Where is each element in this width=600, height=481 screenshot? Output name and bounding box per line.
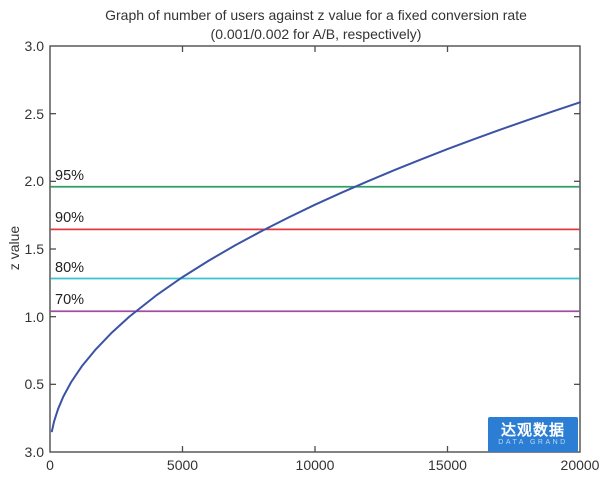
watermark-title: 达观数据 [500, 421, 565, 439]
chart-title: Graph of number of users against z value… [105, 7, 527, 23]
x-tick-label: 15000 [428, 457, 467, 473]
reference-label-80: 80% [55, 259, 85, 276]
x-tick-label: 10000 [295, 457, 335, 473]
reference-label-95: 95% [55, 167, 85, 184]
y-tick-label: 3.0 [24, 38, 44, 54]
reference-label-90: 90% [55, 210, 85, 227]
x-tick-label: 20000 [560, 457, 600, 473]
y-tick-label: 1.0 [24, 308, 44, 325]
y-tick-label: 3.0 [24, 444, 44, 460]
reference-label-70: 70% [55, 292, 85, 309]
x-tick-label: 5000 [166, 457, 199, 473]
curve-series [50, 101, 581, 433]
y-tick-label: 2.0 [24, 173, 44, 190]
x-tick-label: 0 [46, 457, 54, 473]
y-tick-label: 0.5 [24, 376, 44, 393]
watermark-datagrand-logo: 达观数据 DATA GRAND [488, 417, 578, 452]
y-tick-label: 1.5 [24, 241, 44, 257]
y-tick-label: 2.5 [24, 105, 44, 122]
chart-subtitle: (0.001/0.002 for A/B, respectively) [210, 26, 422, 42]
watermark-subtitle: DATA GRAND [498, 439, 568, 447]
plot-frame [49, 45, 581, 453]
